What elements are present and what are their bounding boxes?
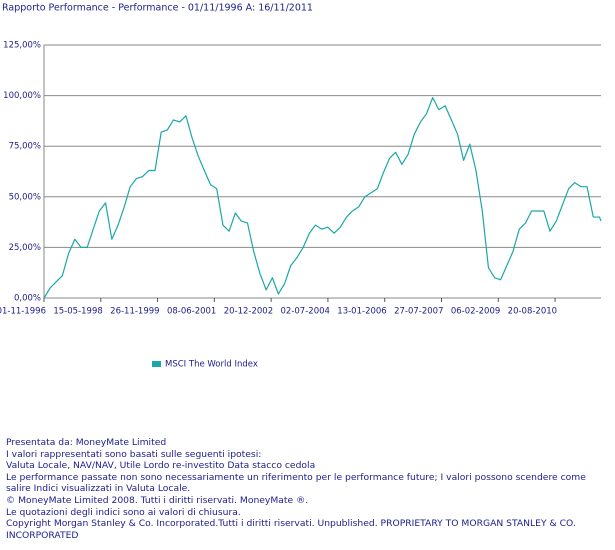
x-tick-label: 20-08-2010 [508, 307, 557, 317]
x-tick-label: 27-07-2007 [394, 307, 443, 317]
y-tick-label: 125,00% [3, 41, 41, 51]
footer: Presentata da: MoneyMate Limited I valori… [6, 437, 598, 541]
chart-title: Rapporto Performance - Performance - 01/… [2, 3, 313, 14]
x-tick-label: 15-05-1998 [53, 307, 102, 317]
x-tick-label: 13-01-2006 [337, 307, 386, 317]
footer-line: © MoneyMate Limited 2008. Tutti i diritt… [6, 494, 309, 506]
footer-line: Le performance passate non sono necessar… [6, 471, 586, 495]
x-tick-label: 01-11-1996 [0, 307, 46, 317]
x-tick-label: 26-11-1999 [110, 307, 159, 317]
y-tick-label: 0,00% [14, 294, 41, 304]
y-tick-label: 25,00% [9, 243, 41, 253]
line-series [43, 97, 602, 299]
x-tick-label: 02-07-2004 [281, 307, 330, 317]
x-tick-label: 08-06-2001 [167, 307, 216, 317]
x-tick-label: 06-02-2009 [451, 307, 500, 317]
chart: Rapporto Performance - Performance - 01/… [0, 3, 602, 370]
y-tick-label: 75,00% [9, 142, 41, 152]
footer-line: Valuta Locale, NAV/NAV, Utile Lordo re-i… [6, 460, 316, 472]
footer-line: I valori rappresentati sono basati sulle… [6, 448, 262, 460]
legend-label: MSCI The World Index [165, 360, 258, 370]
y-tick-label: 50,00% [9, 192, 41, 202]
x-tick-label: 20-12-2002 [224, 307, 273, 317]
footer-line: Le quotazioni degli indici sono ai valor… [6, 506, 241, 518]
legend-swatch [152, 361, 161, 367]
footer-line: Copyright Morgan Stanley & Co. Incorpora… [6, 518, 576, 541]
y-tick-label: 100,00% [3, 91, 41, 101]
footer-line: Presentata da: MoneyMate Limited [6, 437, 167, 448]
